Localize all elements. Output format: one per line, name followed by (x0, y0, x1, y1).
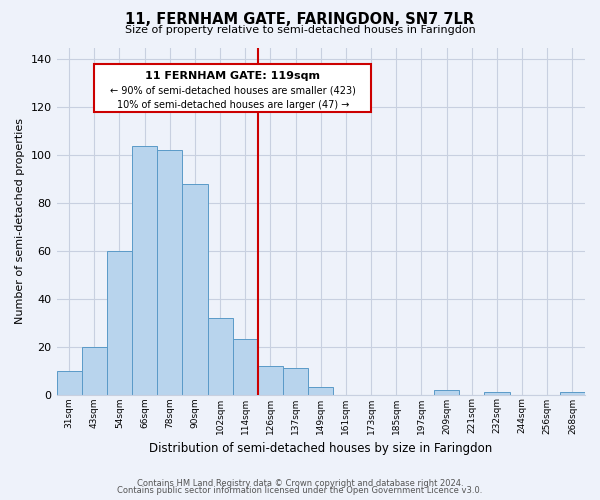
Text: 11 FERNHAM GATE: 119sqm: 11 FERNHAM GATE: 119sqm (145, 72, 320, 82)
Bar (258, 366, 283, 394)
Y-axis label: Number of semi-detached properties: Number of semi-detached properties (15, 118, 25, 324)
Text: Size of property relative to semi-detached houses in Faringdon: Size of property relative to semi-detach… (125, 25, 475, 35)
X-axis label: Distribution of semi-detached houses by size in Faringdon: Distribution of semi-detached houses by … (149, 442, 493, 455)
Text: 10% of semi-detached houses are larger (47) →: 10% of semi-detached houses are larger (… (116, 100, 349, 110)
Text: ← 90% of semi-detached houses are smaller (423): ← 90% of semi-detached houses are smalle… (110, 86, 356, 96)
Bar (308, 388, 334, 394)
Bar (560, 392, 585, 394)
Bar (283, 368, 308, 394)
Bar (82, 346, 107, 395)
Bar (208, 318, 233, 394)
Text: 11, FERNHAM GATE, FARINGDON, SN7 7LR: 11, FERNHAM GATE, FARINGDON, SN7 7LR (125, 12, 475, 28)
Text: Contains public sector information licensed under the Open Government Licence v3: Contains public sector information licen… (118, 486, 482, 495)
Bar (233, 340, 258, 394)
Text: Contains HM Land Registry data © Crown copyright and database right 2024.: Contains HM Land Registry data © Crown c… (137, 478, 463, 488)
Bar (484, 392, 509, 394)
Bar (434, 390, 459, 394)
Bar (132, 146, 157, 394)
Bar (182, 184, 208, 394)
FancyBboxPatch shape (94, 64, 371, 112)
Bar (157, 150, 182, 394)
Bar (107, 251, 132, 394)
Bar (56, 370, 82, 394)
